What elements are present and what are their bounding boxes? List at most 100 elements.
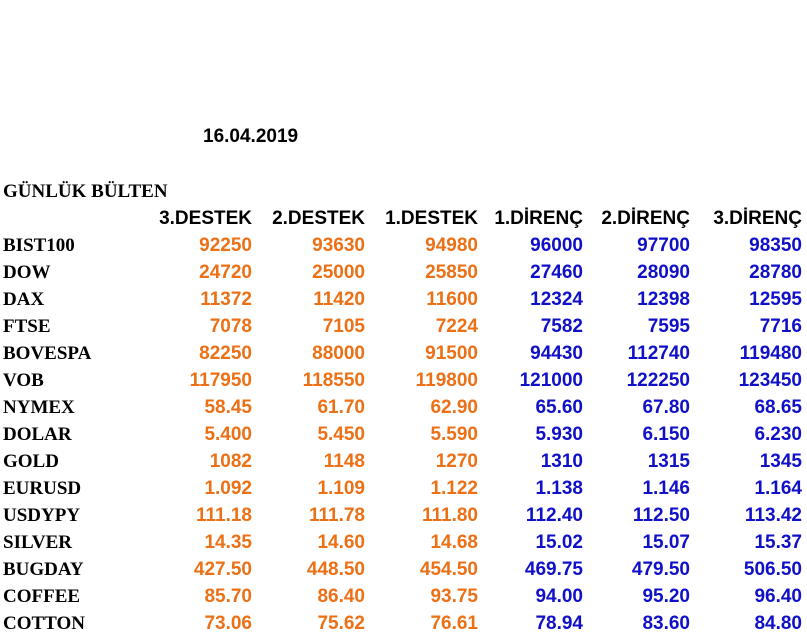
resistance-value: 123450 — [738, 370, 802, 391]
table-row: COFFEE 85.70 86.40 93.75 94.00 95.20 96.40 — [0, 583, 807, 610]
resistance-value: 78.94 — [535, 613, 583, 634]
instrument-name: GOLD — [3, 451, 59, 472]
resistance-value: 119480 — [739, 343, 802, 364]
instrument-name: VOB — [3, 370, 44, 391]
instrument-name: BUGDAY — [3, 559, 84, 580]
resistance-value: 84.80 — [754, 613, 802, 634]
table-row: BIST100 92250 93630 94980 96000 97700 98350 — [0, 232, 807, 259]
resistance-value: 506.50 — [743, 559, 802, 580]
support-value: 427.50 — [193, 559, 252, 580]
support-value: 94980 — [425, 235, 478, 256]
resistance-value: 1345 — [759, 451, 802, 472]
resistance-value: 83.60 — [642, 613, 690, 634]
instrument-name: DAX — [3, 289, 45, 310]
support-value: 88000 — [312, 343, 365, 364]
support-value: 5.450 — [317, 424, 365, 445]
resistance-value: 121000 — [519, 370, 583, 391]
resistance-value: 67.80 — [642, 397, 690, 418]
table-row: VOB 117950 118550 119800 121000 122250 123450 — [0, 367, 807, 394]
support-value: 76.61 — [430, 613, 478, 634]
resistance-value: 94.00 — [535, 586, 583, 607]
support-value: 1.122 — [430, 478, 478, 499]
resistance-value: 1.146 — [642, 478, 690, 499]
resistance-value: 1315 — [647, 451, 690, 472]
resistance-value: 112740 — [627, 343, 690, 364]
support-value: 86.40 — [317, 586, 365, 607]
support-value: 25850 — [425, 262, 478, 283]
header-support-3: 3.DESTEK — [159, 208, 252, 229]
resistance-value: 95.20 — [642, 586, 690, 607]
resistance-value: 15.02 — [535, 532, 583, 553]
resistance-value: 28780 — [749, 262, 802, 283]
resistance-value: 1310 — [540, 451, 583, 472]
instrument-name: EURUSD — [3, 478, 82, 499]
resistance-value: 68.65 — [754, 397, 802, 418]
resistance-value: 12595 — [749, 289, 802, 310]
table-row: BUGDAY 427.50 448.50 454.50 469.75 479.50 506.… — [0, 556, 807, 583]
table-row: DOLAR 5.400 5.450 5.590 5.930 6.150 6.230 — [0, 421, 807, 448]
instrument-name: USDYPY — [3, 505, 81, 526]
table-row: GOLD 1082 1148 1270 1310 1315 1345 — [0, 448, 807, 475]
support-value: 1.109 — [317, 478, 365, 499]
support-value: 118550 — [302, 370, 365, 391]
support-value: 1270 — [435, 451, 478, 472]
support-value: 454.50 — [419, 559, 478, 580]
resistance-value: 112.50 — [632, 505, 690, 526]
header-resistance-3: 3.DİRENÇ — [713, 208, 802, 229]
table-row: DOW 24720 25000 25850 27460 28090 28780 — [0, 259, 807, 286]
bulletin-title: GÜNLÜK BÜLTEN — [3, 181, 168, 202]
support-value: 61.70 — [317, 397, 365, 418]
resistance-value: 27460 — [530, 262, 583, 283]
support-value: 85.70 — [204, 586, 252, 607]
table-row: COTTON 73.06 75.62 76.61 78.94 83.60 84.80 — [0, 610, 807, 637]
support-value: 5.400 — [204, 424, 252, 445]
support-value: 1148 — [323, 451, 365, 472]
support-value: 5.590 — [430, 424, 478, 445]
resistance-value: 12398 — [637, 289, 690, 310]
resistance-value: 97700 — [637, 235, 690, 256]
header-support-1: 1.DESTEK — [385, 208, 478, 229]
support-value: 111.78 — [308, 505, 365, 526]
header-resistance-2: 2.DİRENÇ — [601, 208, 690, 229]
instrument-name: BIST100 — [3, 235, 75, 256]
bulletin-date: 16.04.2019 — [203, 126, 299, 147]
resistance-value: 7595 — [647, 316, 690, 337]
instrument-name: DOW — [3, 262, 51, 283]
resistance-value: 6.230 — [754, 424, 802, 445]
resistance-value: 113.42 — [744, 505, 802, 526]
header-support-2: 2.DESTEK — [272, 208, 365, 229]
table-row: SILVER 14.35 14.60 14.68 15.02 15.07 15.37 — [0, 529, 807, 556]
resistance-value: 1.138 — [535, 478, 583, 499]
resistance-value: 15.37 — [754, 532, 802, 553]
resistance-value: 112.40 — [525, 505, 583, 526]
support-value: 93.75 — [430, 586, 478, 607]
support-value: 92250 — [199, 235, 252, 256]
resistance-value: 65.60 — [535, 397, 583, 418]
support-value: 24720 — [199, 262, 252, 283]
support-value: 58.45 — [204, 397, 252, 418]
support-value: 91500 — [425, 343, 478, 364]
resistance-value: 122250 — [626, 370, 690, 391]
resistance-value: 94430 — [530, 343, 583, 364]
resistance-value: 1.164 — [754, 478, 802, 499]
resistance-value: 15.07 — [642, 532, 690, 553]
support-value: 1.092 — [204, 478, 252, 499]
instrument-name: NYMEX — [3, 397, 75, 418]
support-value: 7078 — [209, 316, 252, 337]
support-value: 111.80 — [421, 505, 478, 526]
resistance-value: 7716 — [759, 316, 802, 337]
resistance-value: 98350 — [749, 235, 802, 256]
resistance-value: 469.75 — [524, 559, 583, 580]
support-value: 448.50 — [306, 559, 365, 580]
instrument-name: SILVER — [3, 532, 73, 553]
instrument-name: DOLAR — [3, 424, 72, 445]
support-value: 111.18 — [195, 505, 252, 526]
resistance-value: 479.50 — [631, 559, 690, 580]
support-value: 73.06 — [204, 613, 252, 634]
header-resistance-1: 1.DİRENÇ — [494, 208, 583, 229]
support-value: 14.60 — [317, 532, 365, 553]
instrument-name: FTSE — [3, 316, 51, 337]
instrument-name: BOVESPA — [3, 343, 92, 364]
table-row: NYMEX 58.45 61.70 62.90 65.60 67.80 68.65 — [0, 394, 807, 421]
instrument-name: COTTON — [3, 613, 86, 634]
